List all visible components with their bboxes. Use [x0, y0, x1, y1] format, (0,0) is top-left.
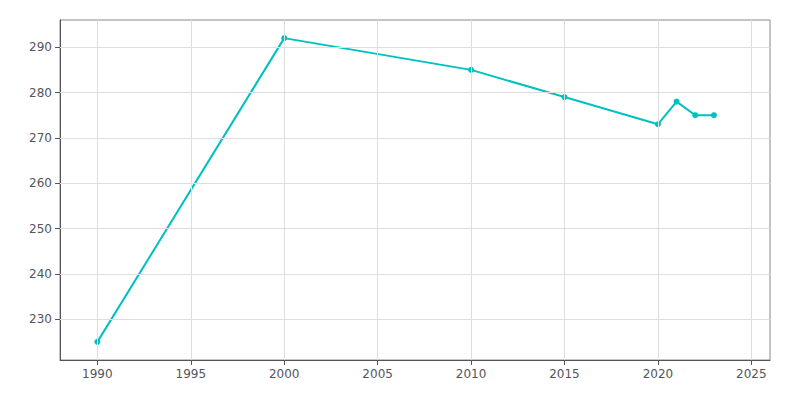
svg-text:240: 240 — [29, 267, 52, 281]
svg-text:2020: 2020 — [643, 367, 674, 381]
svg-text:2015: 2015 — [549, 367, 580, 381]
svg-text:230: 230 — [29, 312, 52, 326]
svg-text:290: 290 — [29, 40, 52, 54]
svg-text:250: 250 — [29, 222, 52, 236]
svg-text:2005: 2005 — [362, 367, 393, 381]
svg-text:270: 270 — [29, 131, 52, 145]
svg-text:280: 280 — [29, 86, 52, 100]
svg-text:2025: 2025 — [736, 367, 767, 381]
svg-text:2010: 2010 — [456, 367, 487, 381]
svg-text:1990: 1990 — [82, 367, 113, 381]
svg-text:2000: 2000 — [269, 367, 300, 381]
svg-text:260: 260 — [29, 176, 52, 190]
svg-text:1995: 1995 — [176, 367, 207, 381]
